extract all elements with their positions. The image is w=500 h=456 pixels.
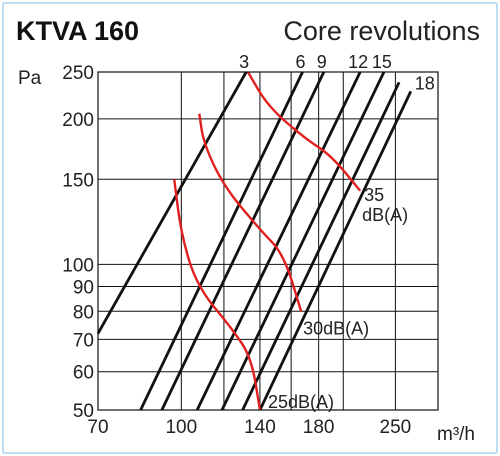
- db-curves: [173, 71, 362, 411]
- y-tick-label: 90: [73, 278, 94, 299]
- revolution-line-label: 9: [317, 52, 327, 72]
- y-tick-label: 250: [62, 63, 94, 84]
- plot-area-border: [97, 71, 439, 411]
- y-tick-label: 150: [62, 170, 94, 191]
- y-tick-label: 100: [62, 255, 94, 276]
- x-tick-label: 140: [244, 417, 276, 438]
- revolution-line: [195, 71, 362, 411]
- revolution-line-label: 3: [239, 52, 249, 72]
- revolution-line: [258, 90, 413, 411]
- db-curve-label: 25dB(A): [268, 392, 334, 412]
- revolution-line: [160, 71, 326, 411]
- revolution-line-label: 15: [372, 52, 392, 72]
- revolution-line: [139, 71, 304, 411]
- revolution-line-label: 12: [348, 52, 368, 72]
- x-tick-label: 70: [87, 417, 108, 438]
- db-curve: [246, 71, 362, 192]
- y-tick-label: 50: [73, 401, 94, 422]
- y-tick-label: 200: [62, 110, 94, 131]
- y-tick-label: 70: [73, 330, 94, 351]
- revolution-line: [96, 71, 248, 335]
- db-curve-label-unit: dB(A): [362, 205, 408, 225]
- x-tick-label: 180: [303, 417, 335, 438]
- y-tick-label: 60: [73, 363, 94, 384]
- revolution-line-label: 6: [296, 52, 306, 72]
- chart-subtitle: Core revolutions: [283, 16, 480, 46]
- revolution-lines: [96, 71, 413, 411]
- x-tick-label: 100: [165, 417, 197, 438]
- db-curve-label: 35: [364, 185, 384, 205]
- y-axis-label: Pa: [18, 68, 42, 89]
- db-curve: [173, 179, 262, 411]
- x-axis-label: m³/h: [437, 424, 475, 445]
- chart-title: KTVA 160: [16, 16, 139, 46]
- revolution-line: [241, 81, 401, 411]
- revolution-line: [220, 71, 386, 411]
- db-curve-label: 30dB(A): [303, 318, 369, 338]
- db-curve: [198, 113, 303, 312]
- revolution-line-label: 18: [415, 73, 435, 93]
- x-tick-label: 250: [380, 417, 412, 438]
- y-tick-label: 80: [73, 302, 94, 323]
